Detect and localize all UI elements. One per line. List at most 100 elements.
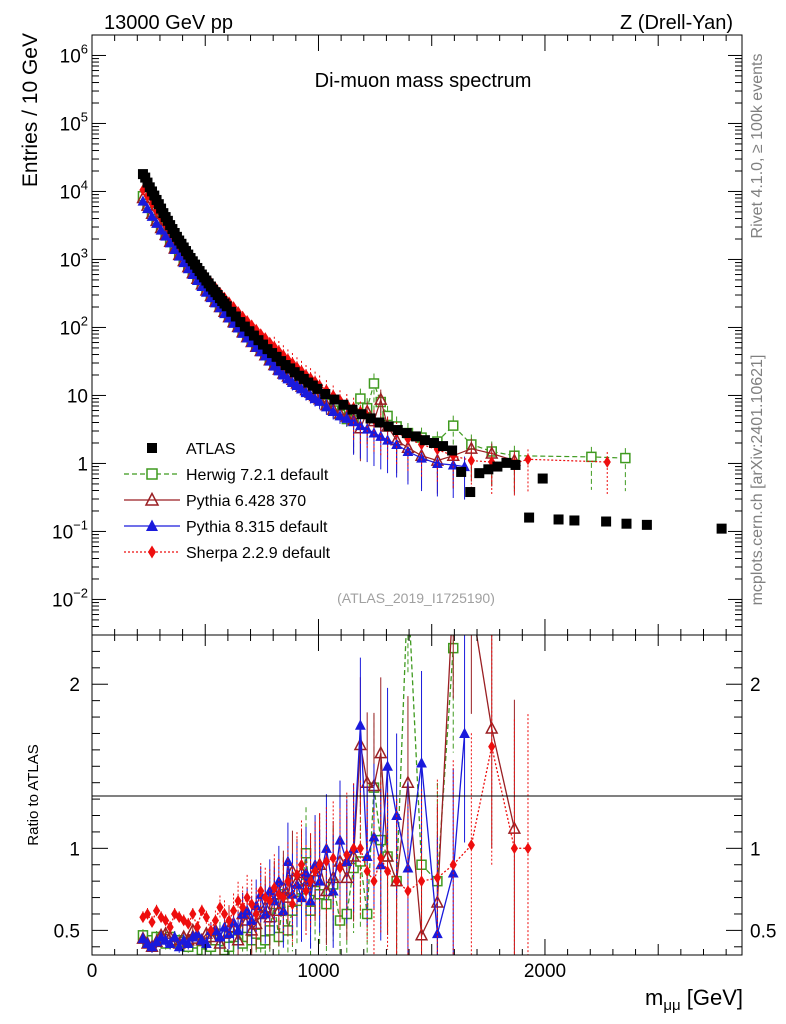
- ratio-tick-label-right: 2: [750, 675, 761, 696]
- data-point: [268, 360, 280, 371]
- data-point: [361, 423, 373, 434]
- y-tick-label: 102: [60, 313, 88, 339]
- x-axis-label-main: m: [645, 985, 663, 1010]
- main-series-layer: [136, 169, 727, 534]
- ratio-point: [417, 875, 426, 888]
- ratio-point: [363, 865, 371, 878]
- ratio-point: [282, 855, 294, 866]
- ratio-point: [200, 937, 212, 949]
- data-point: [321, 400, 332, 412]
- ratio-point: [302, 885, 310, 897]
- data-point: [553, 514, 564, 525]
- ratio-tick-label: 2: [69, 675, 80, 696]
- data-point: [524, 453, 532, 466]
- data-point: [146, 210, 158, 221]
- ratio-point: [382, 760, 393, 771]
- ratio-point: [137, 932, 149, 944]
- ratio-point: [314, 875, 326, 886]
- data-point: [416, 452, 427, 463]
- ratio-point: [349, 842, 358, 855]
- x-tick-label: 0: [87, 961, 98, 982]
- ratio-point: [393, 875, 401, 888]
- data-point: [338, 399, 349, 410]
- ratio-point: [220, 908, 229, 920]
- ratio-point: [334, 834, 346, 845]
- ratio-point: [187, 931, 199, 942]
- ratio-point: [237, 908, 249, 919]
- data-point: [410, 431, 421, 442]
- ratio-point: [343, 849, 351, 861]
- ratio-point: [169, 931, 181, 942]
- analysis-id: (ATLAS_2019_I1725190): [337, 590, 495, 606]
- ratio-point: [275, 888, 283, 901]
- ratio-tick-label-right: 0.5: [750, 921, 776, 942]
- data-point: [187, 268, 199, 280]
- data-point: [142, 202, 153, 214]
- data-point: [182, 262, 194, 274]
- y-tick-base: 10: [52, 522, 73, 543]
- y-tick-label: 104: [60, 177, 88, 203]
- ratio-y-axis-label: Ratio to ATLAS: [25, 744, 42, 845]
- series-3: [137, 195, 470, 500]
- ratio-point: [287, 888, 298, 899]
- y-tick-label: 106: [60, 41, 88, 67]
- ratio-point: [284, 875, 292, 888]
- ratio-point: [191, 927, 203, 939]
- x-axis-label-unit: [GeV]: [681, 985, 743, 1010]
- data-point: [264, 355, 276, 366]
- ratio-point: [402, 862, 414, 873]
- legend-entry-4: Sherpa 2.2.9 default: [124, 545, 331, 562]
- data-point: [510, 459, 521, 470]
- data-point: [275, 345, 283, 357]
- main-panel: Di-muon mass spectrum (ATLAS_2019_I17251…: [52, 34, 743, 636]
- header-right: Z (Drell-Yan): [620, 12, 733, 34]
- data-point: [196, 280, 208, 292]
- data-point: [140, 172, 151, 183]
- ratio-point: [241, 904, 253, 916]
- x-axis-label: mμμ [GeV]: [645, 985, 743, 1014]
- ratio-point: [377, 852, 385, 865]
- legend-label: Pythia 8.315 default: [186, 519, 328, 536]
- data-point: [447, 420, 459, 431]
- data-point: [404, 433, 412, 445]
- ratio-point: [198, 904, 206, 917]
- legend-marker: [146, 519, 158, 531]
- data-point: [356, 409, 367, 420]
- ratio-point: [184, 917, 192, 930]
- data-point: [375, 430, 387, 441]
- y-tick-exponent: −1: [73, 517, 88, 532]
- y-tick-base: 10: [60, 114, 81, 135]
- data-point: [438, 441, 449, 452]
- ratio-point: [143, 908, 152, 920]
- chart-title: Di-muon mass spectrum: [315, 70, 532, 92]
- ratio-point: [524, 842, 532, 855]
- ratio-point: [459, 727, 470, 738]
- y-tick-label: 10−1: [52, 517, 88, 543]
- ratio-point: [252, 908, 260, 920]
- data-point: [716, 523, 727, 534]
- legend-entry-3: Pythia 8.315 default: [124, 519, 328, 536]
- data-point: [314, 395, 326, 406]
- ratio-point: [291, 878, 303, 889]
- legend-label: Pythia 6.428 370: [186, 493, 306, 510]
- y-tick-base: 10: [60, 182, 81, 203]
- data-point: [347, 404, 358, 415]
- ratio-point: [354, 719, 366, 730]
- y-tick-base: 10: [60, 46, 81, 67]
- ratio-point: [232, 924, 244, 935]
- legend-label: Herwig 7.2.1 default: [186, 467, 329, 484]
- data-point: [620, 452, 631, 464]
- ratio-point: [223, 927, 235, 939]
- data-point: [374, 392, 388, 405]
- data-point: [151, 217, 162, 228]
- data-point: [348, 415, 359, 427]
- y-axis-label: Entries / 10 GeV: [19, 33, 42, 187]
- ratio-point: [300, 867, 312, 878]
- data-point: [586, 451, 597, 463]
- ratio-point: [370, 875, 378, 888]
- ratio-point: [336, 862, 344, 874]
- ratio-point: [322, 855, 331, 868]
- data-point: [501, 457, 512, 468]
- data-point: [365, 413, 376, 424]
